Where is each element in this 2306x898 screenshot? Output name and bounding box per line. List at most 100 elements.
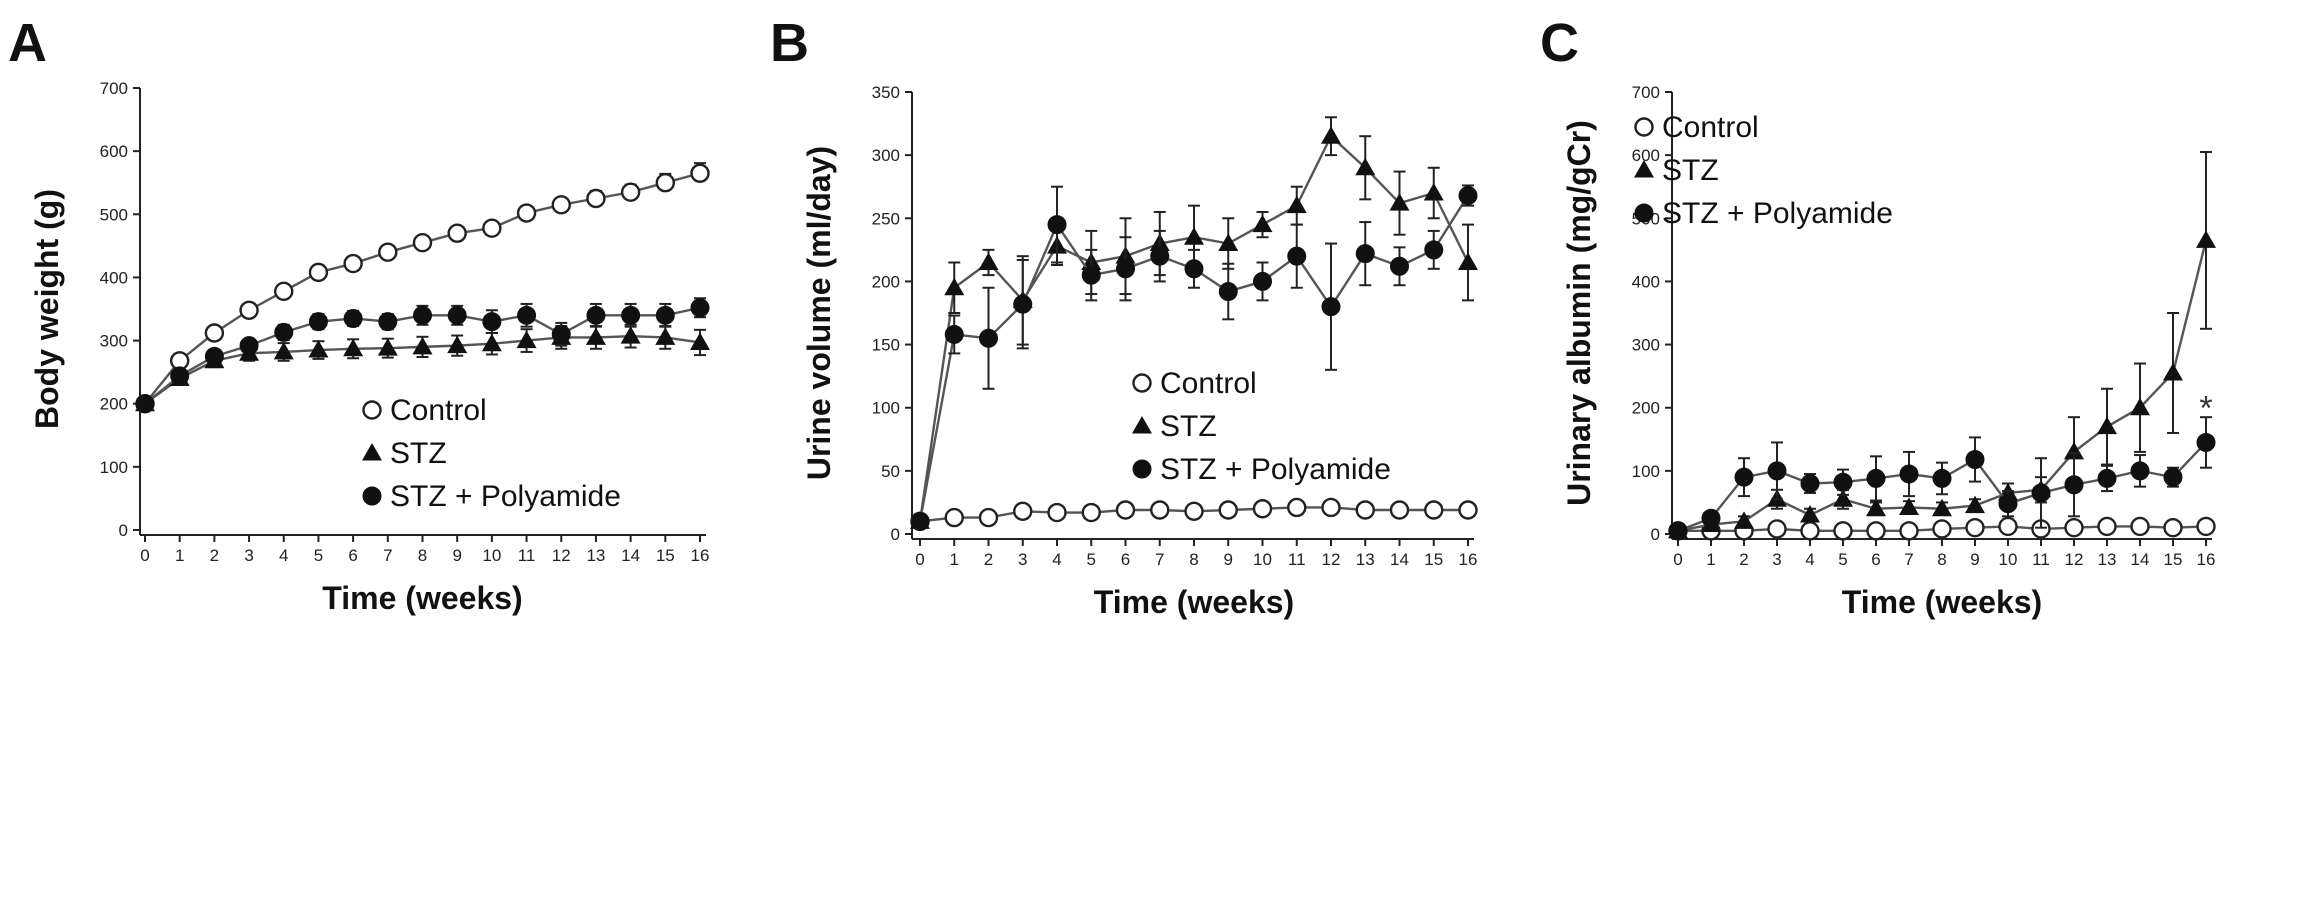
data-point xyxy=(1321,126,1341,144)
data-point xyxy=(1734,467,1754,487)
data-point xyxy=(170,366,190,386)
y-tick-label: 350 xyxy=(872,83,900,102)
x-tick-label: 10 xyxy=(482,546,501,565)
data-point xyxy=(2064,475,2084,495)
x-tick-label: 4 xyxy=(279,546,288,565)
x-tick-label: 9 xyxy=(1224,550,1233,569)
data-point xyxy=(586,188,606,209)
legend-marker xyxy=(1132,373,1152,393)
data-point xyxy=(1252,499,1273,519)
data-point xyxy=(1767,519,1787,539)
data-point xyxy=(979,328,998,348)
y-tick-label: 200 xyxy=(1632,399,1660,418)
legend-label: Control xyxy=(1160,367,1257,400)
data-point xyxy=(135,394,155,414)
y-tick-label: 200 xyxy=(100,395,128,414)
y-tick-label: 300 xyxy=(872,146,900,165)
x-tick-label: 6 xyxy=(348,546,357,565)
data-point xyxy=(1424,240,1444,260)
data-point xyxy=(1184,227,1204,245)
data-point xyxy=(1013,294,1033,314)
data-point xyxy=(1355,157,1376,176)
x-tick-label: 1 xyxy=(175,546,184,565)
x-tick-label: 12 xyxy=(1322,550,1341,569)
data-point xyxy=(1899,464,1919,484)
y-tick-label: 600 xyxy=(1632,146,1660,165)
data-point xyxy=(413,305,432,325)
data-point xyxy=(1321,497,1341,518)
data-point xyxy=(2196,432,2216,452)
legend-marker xyxy=(1634,203,1654,223)
y-tick-label: 400 xyxy=(1632,272,1660,291)
legend-label: STZ + Polyamide xyxy=(390,480,621,513)
data-point xyxy=(204,346,224,366)
data-point xyxy=(378,312,398,332)
x-tick-label: 2 xyxy=(210,546,219,565)
x-tick-label: 14 xyxy=(2131,550,2150,569)
y-axis-title: Urine volume (ml/day) xyxy=(801,146,837,480)
data-point xyxy=(1833,521,1853,541)
x-tick-label: 9 xyxy=(1970,550,1979,569)
data-point xyxy=(1932,468,1952,488)
series-control xyxy=(910,497,1478,532)
y-tick-label: 100 xyxy=(872,399,900,418)
panel-label-b: B xyxy=(770,13,809,73)
legend-label: STZ xyxy=(1160,410,1217,443)
data-point xyxy=(1899,521,1919,541)
y-tick-label: 400 xyxy=(100,268,128,287)
data-point xyxy=(690,298,710,318)
data-point xyxy=(2097,516,2117,537)
data-point xyxy=(1965,495,1985,514)
data-point xyxy=(2196,516,2216,537)
data-point xyxy=(1253,271,1272,291)
x-tick-label: 12 xyxy=(552,546,571,565)
data-point xyxy=(2031,483,2051,503)
data-point xyxy=(1668,521,1688,541)
data-point xyxy=(978,252,999,270)
data-point xyxy=(1081,265,1101,285)
x-tick-label: 5 xyxy=(1087,550,1096,569)
data-point xyxy=(1252,214,1273,233)
x-tick-label: 15 xyxy=(656,546,675,565)
data-point xyxy=(343,308,363,328)
x-tick-label: 12 xyxy=(2065,550,2084,569)
data-point xyxy=(1218,233,1239,252)
panel-a: A 0 100 200 300 400 500 600 700 0 1 2 3 4 5 6 7 8 9 10 11 12… xyxy=(0,0,770,898)
y-tick-label: 0 xyxy=(891,525,900,544)
data-point xyxy=(1390,256,1409,276)
data-point xyxy=(1998,494,2018,514)
panel-label-a: A xyxy=(8,13,47,73)
x-tick-label: 6 xyxy=(1871,550,1880,569)
data-point xyxy=(551,195,571,215)
data-point xyxy=(1389,193,1410,211)
data-point xyxy=(1965,449,1985,469)
x-tick-label: 2 xyxy=(1739,550,1748,569)
data-point xyxy=(1115,500,1136,520)
data-point xyxy=(1458,186,1478,206)
data-point xyxy=(620,182,641,202)
data-point xyxy=(655,305,675,325)
x-tick-label: 15 xyxy=(2164,550,2183,569)
panel-b: B 0 50 100 150 200 250 300 350 0 1 2 3 4 5 6 7 8 9 10 11 12 1… xyxy=(770,0,1540,898)
data-point xyxy=(944,277,965,296)
data-point xyxy=(586,305,606,325)
data-point xyxy=(204,323,225,343)
data-point xyxy=(944,507,964,528)
data-point xyxy=(1184,501,1204,521)
data-point xyxy=(1458,252,1478,270)
data-point xyxy=(516,203,537,223)
data-point xyxy=(620,326,641,344)
legend-label: Control xyxy=(390,394,487,427)
x-tick-label: 4 xyxy=(1052,550,1061,569)
data-point xyxy=(1116,259,1135,279)
data-point xyxy=(1701,508,1721,528)
data-point xyxy=(2130,397,2150,416)
data-point xyxy=(2196,230,2216,248)
legend-marker xyxy=(362,443,382,461)
x-tick-label: 2 xyxy=(984,550,993,569)
data-point xyxy=(308,262,329,283)
y-tick-label: 0 xyxy=(119,521,128,540)
data-point xyxy=(378,242,398,262)
